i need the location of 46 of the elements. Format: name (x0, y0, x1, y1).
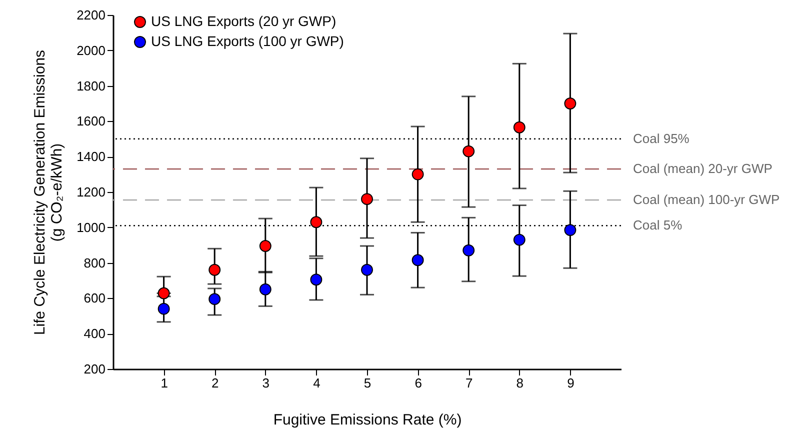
point (259, 283, 272, 296)
y-tick-label: 1800 (76, 78, 106, 94)
x-axis-title: Fugitive Emissions Rate (%) (273, 412, 462, 428)
point (208, 293, 221, 306)
point (361, 193, 373, 206)
x-tick-label: 5 (364, 376, 372, 390)
point (361, 264, 373, 276)
ref-line-label: Coal (mean) 20-yr GWP (633, 160, 772, 176)
y-tick-label: 200 (84, 362, 106, 376)
point (208, 264, 221, 276)
point (513, 234, 526, 246)
y-axis-title: Life Cycle Electricity Generation Emissions (g CO₂-e/kWh) (32, 50, 66, 336)
point (310, 274, 322, 286)
point (564, 224, 576, 236)
y-tick-label: 600 (84, 290, 106, 306)
y-tick-label: 2000 (76, 42, 106, 58)
y-tick-label: 1200 (76, 184, 106, 200)
point (158, 287, 170, 300)
point (513, 121, 526, 134)
point (259, 240, 272, 252)
x-tick-label: 1 (160, 376, 168, 390)
point (310, 216, 322, 228)
ref-line-label: Coal (mean) 100-yr GWP (633, 192, 780, 207)
point (462, 145, 475, 158)
point (462, 244, 475, 256)
point (564, 98, 576, 110)
legend-label: US LNG Exports (100 yr GWP) (151, 33, 344, 49)
x-tick-label: 9 (567, 376, 574, 390)
point (158, 302, 170, 315)
y-tick-label: 2200 (76, 8, 106, 22)
legend-label: US LNG Exports (20 yr GWP) (151, 13, 336, 29)
x-tick-label: 2 (211, 376, 219, 390)
x-tick-label: 6 (414, 376, 422, 390)
ref-line-label: Coal 95% (633, 130, 690, 146)
x-tick-label: 3 (262, 376, 270, 390)
y-tick-label: 1600 (76, 114, 106, 129)
y-tick-label: 800 (84, 255, 106, 270)
y-tick-label: 400 (84, 326, 106, 342)
y-tick-label: 1400 (76, 149, 106, 164)
point (412, 254, 424, 266)
x-tick-label: 4 (313, 376, 320, 390)
y-tick-label: 1000 (76, 220, 106, 235)
ref-line-label: Coal 5% (633, 218, 683, 233)
point (412, 168, 424, 180)
x-tick-label: 7 (465, 376, 473, 390)
x-tick-label: 8 (516, 376, 524, 390)
